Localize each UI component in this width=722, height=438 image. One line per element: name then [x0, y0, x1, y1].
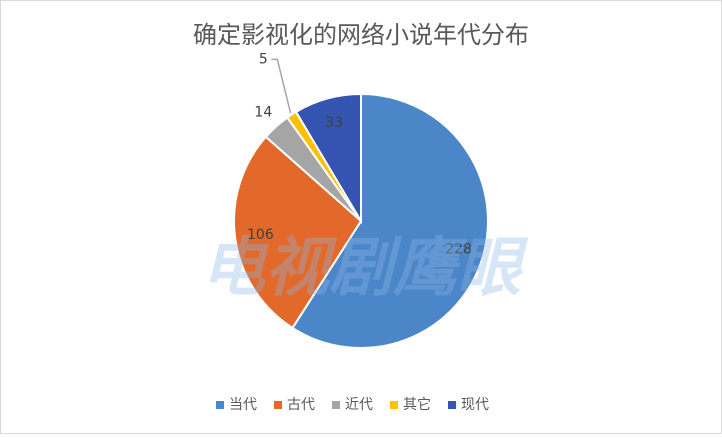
- data-label: 228: [445, 242, 472, 258]
- pie-slice: [233, 135, 363, 330]
- pie-slice: [291, 92, 489, 349]
- legend-swatch: [274, 401, 282, 409]
- legend-swatch: [448, 401, 456, 409]
- legend-label: 古代: [287, 397, 315, 413]
- legend-label: 其它: [403, 396, 431, 413]
- legend-swatch: [390, 401, 398, 409]
- legend-label: 近代: [345, 397, 373, 413]
- chart-title: 确定影视化的网络小说年代分布: [193, 21, 529, 49]
- data-label: 14: [254, 104, 272, 120]
- data-label: 33: [325, 115, 343, 131]
- pie-slice: [294, 92, 362, 225]
- watermark: 电视剧鹰眼: [201, 232, 529, 306]
- legend-label: 当代: [229, 397, 257, 413]
- legend-label: 现代: [461, 397, 489, 413]
- data-label: 106: [247, 227, 274, 243]
- legend-swatch: [332, 401, 340, 409]
- leader-line: [271, 58, 292, 114]
- legend-swatch: [216, 401, 224, 409]
- data-label: 5: [259, 51, 268, 67]
